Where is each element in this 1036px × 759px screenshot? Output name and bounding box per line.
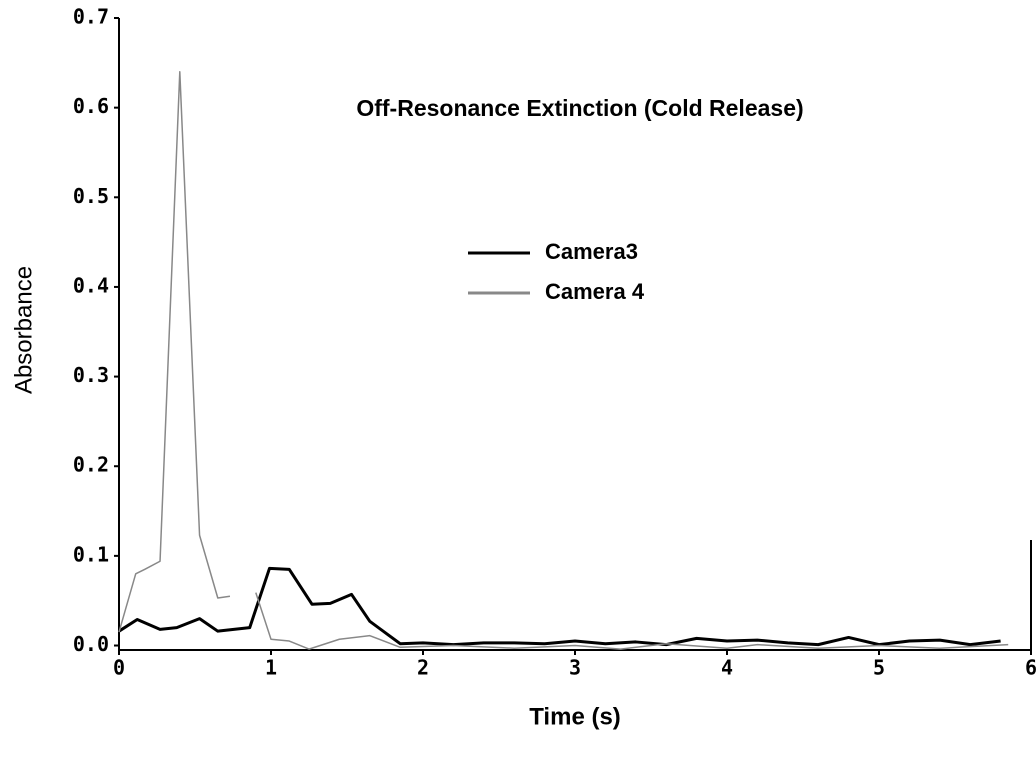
y-tick-label: 0.3	[73, 363, 109, 387]
y-tick-label: 0.2	[73, 453, 109, 477]
legend-label: Camera 4	[545, 279, 645, 304]
x-tick-label: 6	[1025, 656, 1036, 680]
x-tick-label: 1	[265, 656, 277, 680]
series-line	[118, 71, 1009, 650]
annotation: Off-Resonance Extinction (Cold Release)	[356, 95, 803, 121]
y-tick-label: 0.1	[73, 542, 109, 566]
x-tick-label: 2	[417, 656, 429, 680]
x-tick-label: 4	[721, 656, 733, 680]
series-line	[118, 566, 1001, 647]
x-tick-label: 5	[873, 656, 885, 680]
y-tick-label: 0.6	[73, 94, 109, 118]
legend-label: Camera3	[545, 239, 638, 264]
y-axis-label: Absorbance	[10, 266, 37, 394]
y-tick-label: 0.7	[73, 5, 109, 29]
y-tick-label: 0.5	[73, 184, 109, 208]
y-tick-label: 0.4	[73, 273, 109, 297]
x-tick-label: 0	[113, 656, 125, 680]
x-axis-label: Time (s)	[529, 703, 621, 730]
y-tick-label: 0.0	[73, 632, 109, 656]
x-tick-label: 3	[569, 656, 581, 680]
